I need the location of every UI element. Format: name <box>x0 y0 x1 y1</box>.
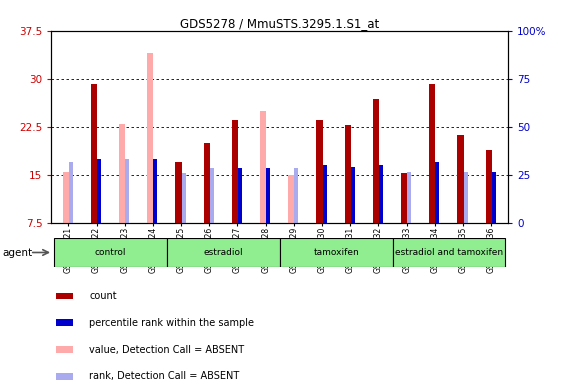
Bar <box>373 99 379 223</box>
Bar <box>175 162 182 223</box>
Bar <box>485 151 492 223</box>
Bar <box>204 143 210 223</box>
Text: rank, Detection Call = ABSENT: rank, Detection Call = ABSENT <box>89 371 239 381</box>
Bar <box>154 159 158 223</box>
Bar <box>97 159 101 223</box>
Bar <box>69 162 73 223</box>
Bar <box>57 293 73 299</box>
Bar <box>351 167 355 223</box>
Text: percentile rank within the sample: percentile rank within the sample <box>89 318 254 328</box>
Bar <box>232 120 238 223</box>
Bar <box>492 172 496 223</box>
Text: estradiol and tamoxifen: estradiol and tamoxifen <box>395 248 503 257</box>
Bar <box>147 53 154 223</box>
Bar <box>119 124 125 223</box>
Bar <box>280 238 393 267</box>
Bar <box>379 165 383 223</box>
Bar <box>91 84 97 223</box>
Bar <box>323 165 327 223</box>
Text: tamoxifen: tamoxifen <box>313 248 359 257</box>
Bar <box>288 175 295 223</box>
Text: estradiol: estradiol <box>204 248 243 257</box>
Bar <box>401 174 407 223</box>
Title: GDS5278 / MmuSTS.3295.1.S1_at: GDS5278 / MmuSTS.3295.1.S1_at <box>180 17 379 30</box>
Bar <box>260 111 266 223</box>
Bar <box>295 168 299 223</box>
Bar <box>57 346 73 353</box>
Bar <box>407 172 411 223</box>
Bar <box>182 174 186 223</box>
Bar <box>125 159 129 223</box>
Text: agent: agent <box>3 248 33 258</box>
Bar <box>54 238 167 267</box>
Bar <box>238 168 242 223</box>
Bar <box>464 172 468 223</box>
Text: control: control <box>95 248 126 257</box>
Bar <box>210 168 214 223</box>
Bar <box>63 172 69 223</box>
Bar <box>57 319 73 326</box>
Bar <box>345 126 351 223</box>
Bar <box>316 120 323 223</box>
Bar <box>266 168 270 223</box>
Bar <box>436 162 440 223</box>
Text: count: count <box>89 291 116 301</box>
Bar <box>457 135 464 223</box>
Bar <box>57 373 73 380</box>
Bar <box>429 84 436 223</box>
Bar <box>167 238 280 267</box>
Text: value, Detection Call = ABSENT: value, Detection Call = ABSENT <box>89 344 244 354</box>
Bar <box>393 238 505 267</box>
